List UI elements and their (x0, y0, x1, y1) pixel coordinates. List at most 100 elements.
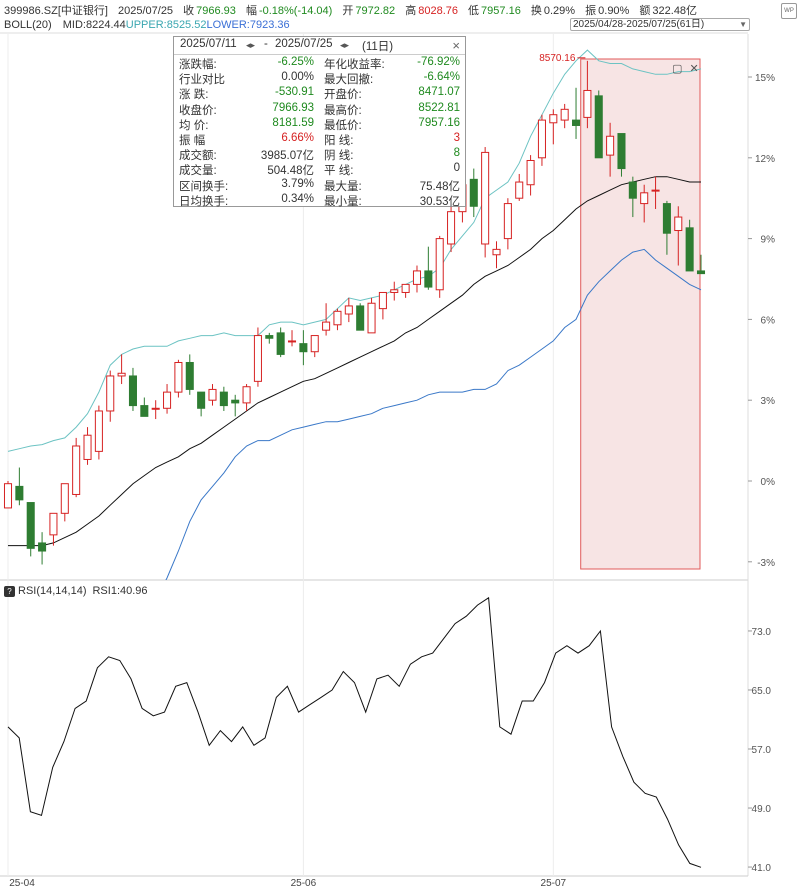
end-date-arrows-icon[interactable]: ◂▸ (340, 40, 350, 50)
close-selection-icon[interactable]: ✕ (689, 63, 699, 75)
chevron-down-icon: ▼ (739, 20, 747, 29)
boll-name[interactable]: BOLL(20) (4, 19, 52, 31)
tooltip-left-value-2: -530.91 (274, 86, 314, 99)
date-range-select[interactable]: 2025/04/28-2025/07/25(61日) ▼ (570, 18, 750, 31)
rsi1-line (7, 596, 702, 868)
candle-body (163, 391, 172, 409)
candle-body (219, 391, 228, 407)
turnover-label: 换 (530, 5, 542, 17)
candle-body (435, 238, 444, 291)
boll-legend: BOLL(20) MID:8224.44UPPER:8525.52LOWER:7… (4, 19, 297, 31)
boll-lower-line (165, 248, 702, 580)
tooltip-date-sep: - (264, 38, 268, 50)
candle-body (15, 485, 24, 501)
tooltip-right-value-6: 8 (453, 147, 460, 160)
candle-body (549, 114, 558, 124)
tooltip-right-label-8: 最大量: (324, 180, 362, 193)
candle-body (333, 310, 342, 326)
candle-body (583, 89, 592, 118)
candle-body (515, 181, 524, 199)
candle-body (651, 189, 660, 192)
close-icon[interactable]: × (452, 38, 460, 53)
turnover-value: 0.29% (543, 5, 576, 17)
selection-toolbar: ▢ ✕ (672, 62, 699, 75)
tooltip-right-value-4: 7957.16 (418, 116, 460, 129)
y-tick-label: 6% (761, 315, 776, 326)
tooltip-start-date: 2025/07/11 (180, 38, 237, 50)
symbol-label: 399986.SZ[中证银行] (4, 5, 108, 17)
boll-upper-line (7, 49, 702, 452)
candle-body (72, 445, 81, 495)
open-label: 开 (342, 5, 354, 17)
tooltip-right-label-6: 阴 线: (324, 150, 354, 163)
candle-body (628, 181, 637, 199)
date-label: 2025/07/25 (118, 5, 174, 17)
y-tick-label: 3% (761, 396, 776, 407)
candle-body (83, 434, 92, 460)
candle-body (310, 335, 319, 353)
candle-body (151, 407, 160, 410)
change-value: -0.18%(-14.04) (258, 5, 333, 17)
candle-body (208, 388, 217, 401)
candle-body (606, 135, 615, 156)
candle-body (640, 192, 649, 205)
open-value: 7972.82 (355, 5, 396, 17)
candle-body (344, 305, 353, 315)
tooltip-left-label-2: 涨 跌: (179, 89, 209, 102)
tooltip-left-value-5: 6.66% (281, 132, 314, 144)
candle-body (49, 512, 58, 536)
tooltip-left-value-1: 0.00% (281, 71, 314, 84)
rsi-y-tick-label: 41.0 (752, 863, 772, 874)
tooltip-right-value-0: -76.92% (417, 56, 460, 68)
candle-body (572, 119, 581, 126)
peak-label: 8570.16 (539, 53, 576, 64)
wp-logo-icon[interactable]: WP (781, 3, 797, 19)
x-tick-label: 25-07 (541, 878, 567, 888)
candle-body (424, 270, 433, 288)
tooltip-left-label-9: 日均换手: (179, 195, 229, 208)
help-icon[interactable]: ? (4, 586, 15, 597)
tooltip-right-label-3: 最高价: (324, 104, 362, 117)
tooltip-right-label-5: 阳 线: (324, 135, 354, 147)
candle-body (594, 95, 603, 159)
candle-body (617, 133, 626, 170)
candle-body (356, 305, 365, 331)
high-label: 高 (405, 5, 417, 17)
candle-body (537, 119, 546, 159)
candle-body (242, 386, 251, 404)
tooltip-left-value-9: 0.34% (281, 192, 314, 205)
rsi-y-tick-label: 65.0 (752, 686, 772, 697)
tooltip-left-label-6: 成交额: (179, 150, 217, 163)
candle-body (106, 375, 115, 412)
tooltip-right-label-0: 年化收益率: (324, 59, 385, 71)
tooltip-left-value-0: -6.25% (277, 56, 314, 68)
x-tick-label: 25-06 (291, 878, 317, 888)
tooltip-left-label-1: 行业对比 (179, 74, 225, 87)
candle-body (492, 248, 501, 256)
tooltip-right-label-9: 最小量: (324, 195, 362, 208)
candle-body (197, 391, 206, 409)
tooltip-right-value-9: 30.53亿 (419, 195, 460, 208)
start-date-arrows-icon[interactable]: ◂▸ (246, 40, 256, 50)
tooltip-title: 2025/07/11 ◂▸ - 2025/07/25 ◂▸ (11日) × (174, 37, 465, 55)
tooltip-left-value-4: 8181.59 (272, 116, 314, 129)
rsi-y-tick-label: 73.0 (752, 627, 772, 638)
rsi-legend: ? RSI(14,14,14) RSI1:40.96 (4, 585, 148, 597)
tooltip-right-value-8: 75.48亿 (419, 180, 460, 193)
candle-body (231, 399, 240, 404)
candle-body (526, 159, 535, 186)
tooltip-right-label-7: 平 线: (324, 165, 354, 178)
candle-body (401, 283, 410, 293)
maximize-icon[interactable]: ▢ (672, 63, 683, 75)
candle-body (674, 216, 683, 232)
candle-body (447, 211, 456, 245)
date-range-value: 2025/04/28-2025/07/25(61日) (573, 19, 705, 30)
x-tick-label: 25-04 (9, 878, 35, 888)
candle-body (265, 335, 274, 339)
tooltip-right-label-4: 最低价: (324, 119, 362, 132)
boll-mid: MID:8224.44 (62, 19, 126, 31)
candle-body (117, 372, 126, 377)
candle-body (469, 178, 478, 207)
tooltip-right-value-5: 3 (453, 132, 460, 144)
